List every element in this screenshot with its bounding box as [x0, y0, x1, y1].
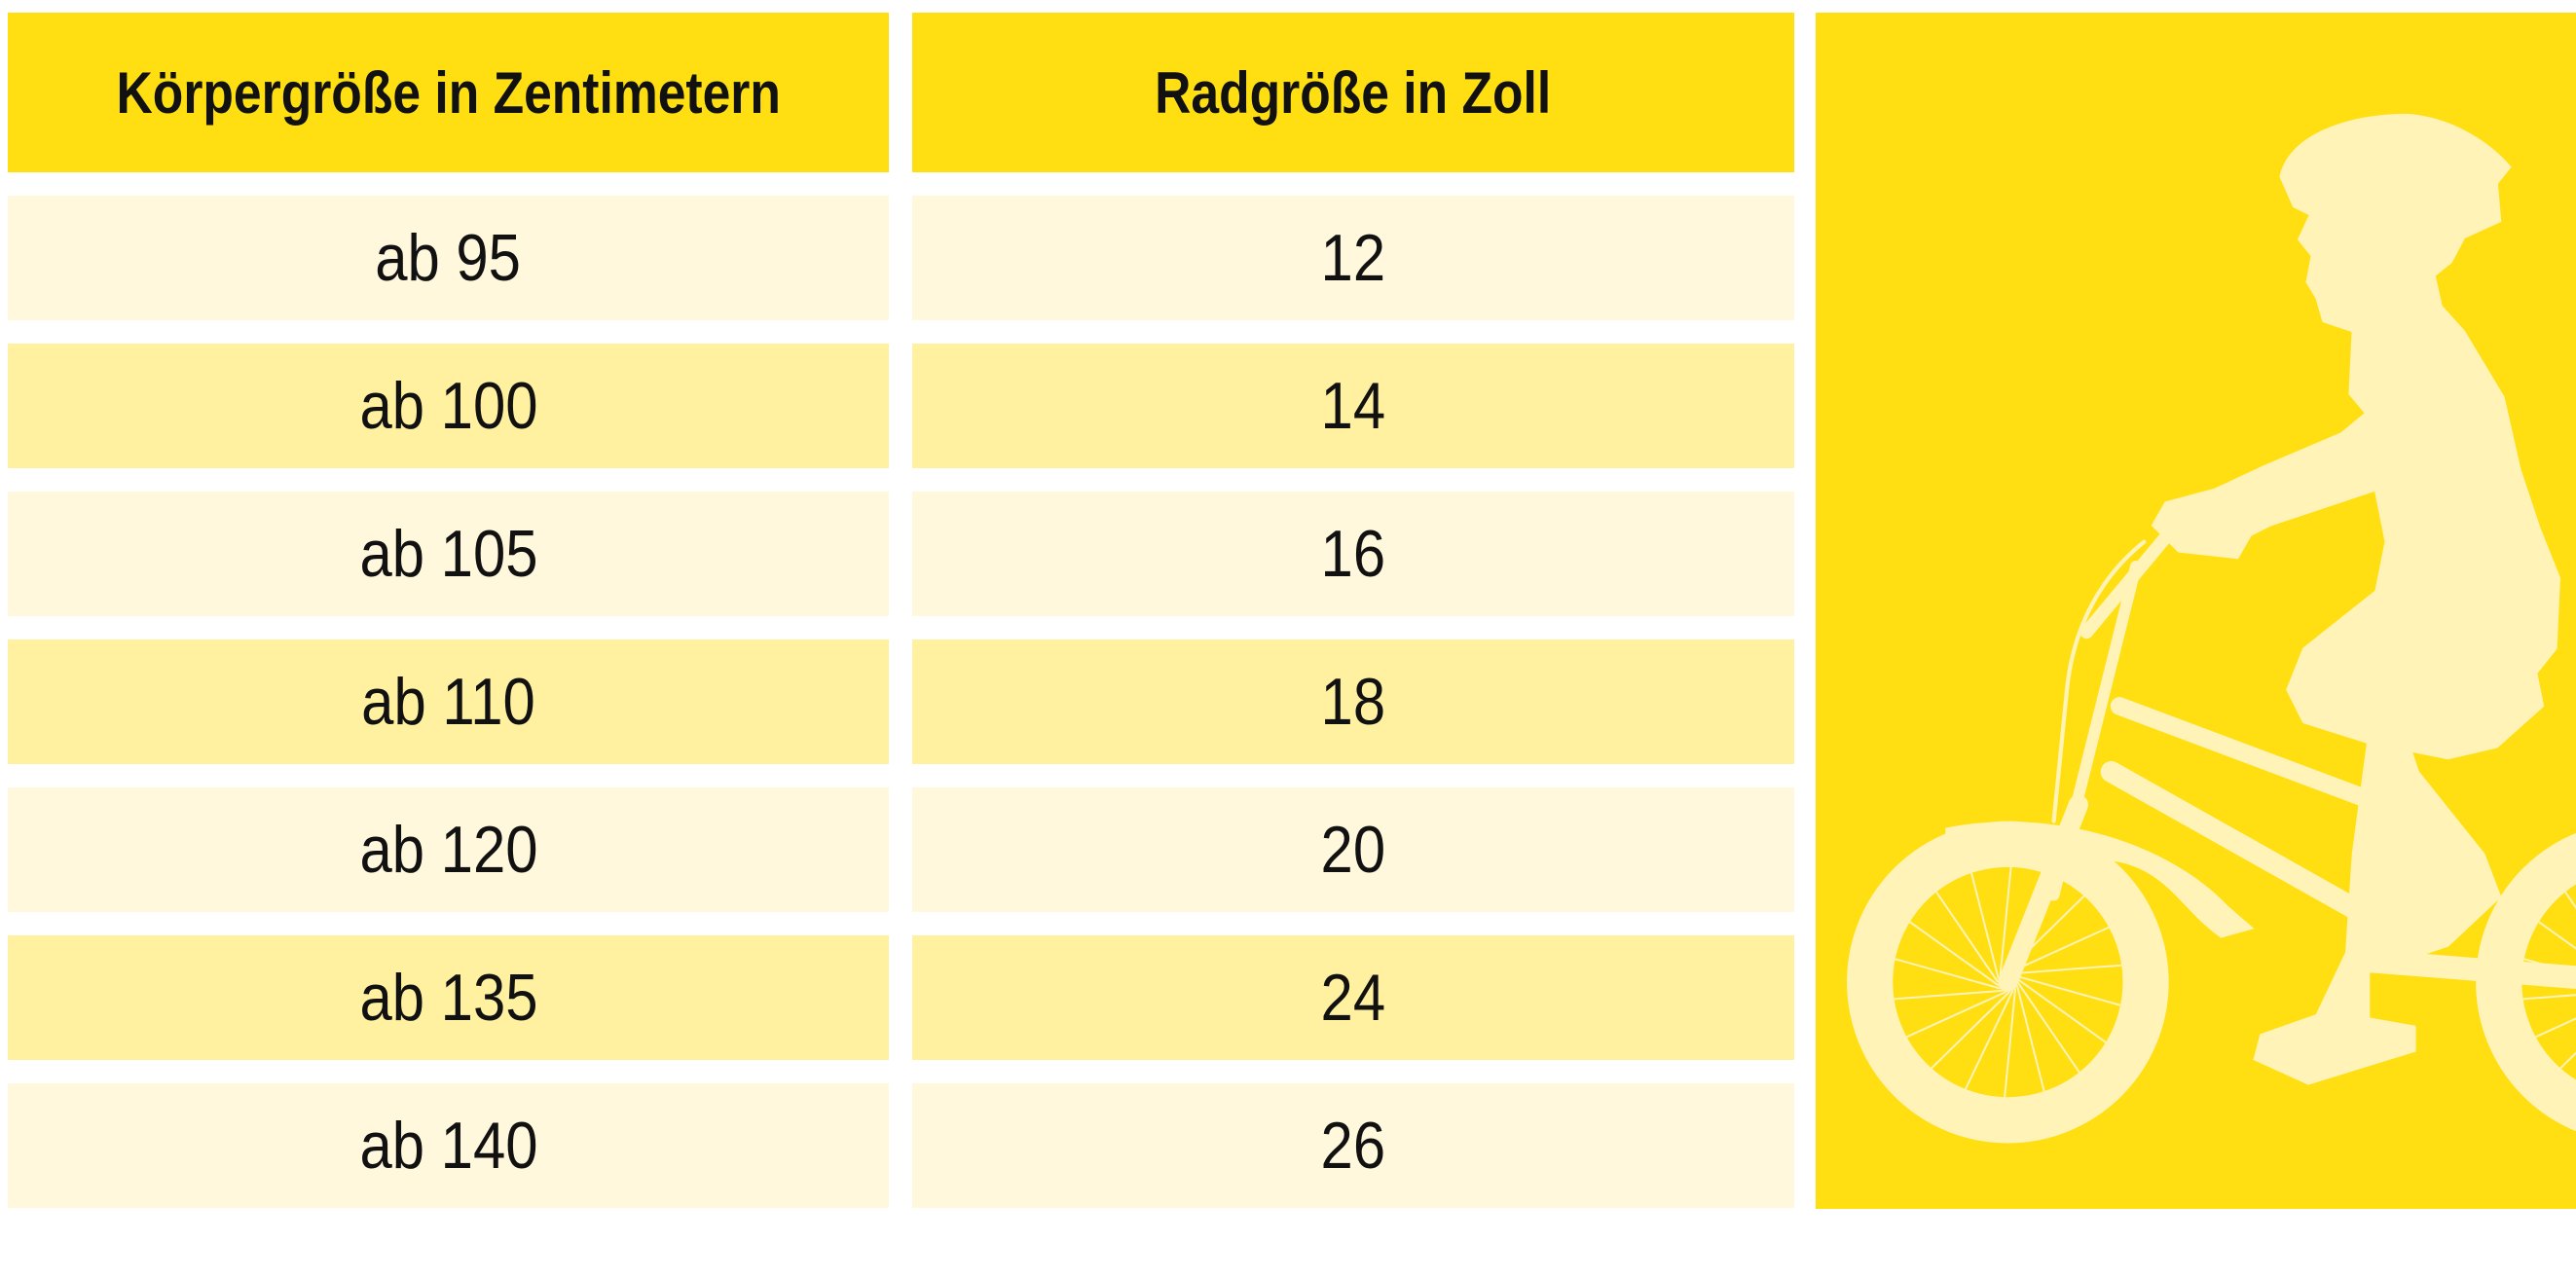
leg — [2253, 721, 2502, 1085]
cell-wheel-size: 26 — [912, 1083, 1794, 1208]
cell-wheel-size: 14 — [912, 344, 1794, 468]
wheel-spoke — [2522, 994, 2576, 1001]
wheel-spoke — [2016, 977, 2107, 1043]
wheel-spoke — [1906, 991, 2007, 1039]
cell-body-height: ab 110 — [8, 639, 889, 764]
wheel-spoke — [2012, 964, 2122, 975]
cell-body-height: ab 100 — [8, 344, 889, 468]
cell-body-height: ab 135 — [8, 935, 889, 1060]
cell-value: 20 — [1320, 813, 1386, 887]
wheel-spoke — [1909, 921, 2000, 987]
down-tube — [2100, 760, 2385, 931]
cell-value: 14 — [1320, 369, 1386, 443]
cell-value: ab 120 — [358, 813, 538, 887]
cell-value: ab 105 — [358, 517, 538, 591]
wheel-spoke — [1895, 958, 2001, 990]
stem — [2079, 527, 2176, 639]
top-tube — [2110, 697, 2392, 814]
header-body-height: Körpergröße in Zentimetern — [8, 13, 889, 172]
cell-value: 12 — [1320, 221, 1386, 295]
wheel-spoke — [2015, 985, 2045, 1092]
brake-cable — [2051, 539, 2147, 823]
arm — [2151, 408, 2380, 560]
wheel-spoke — [2004, 988, 2017, 1098]
cell-value: ab 100 — [358, 369, 538, 443]
cell-value: 26 — [1320, 1109, 1386, 1183]
wheel-spoke — [2559, 1051, 2576, 1070]
header-wheel-size: Radgröße in Zoll — [912, 13, 1794, 172]
torso — [2286, 297, 2560, 760]
cell-value: ab 95 — [375, 221, 522, 295]
cell-value: ab 140 — [358, 1109, 538, 1183]
wheel-spoke — [1894, 989, 2004, 1001]
wheel-spoke — [1965, 990, 2014, 1090]
fork — [1998, 794, 2089, 993]
wheel-spoke — [2535, 1017, 2576, 1039]
header-label: Körpergröße in Zentimetern — [116, 59, 781, 126]
header-label: Radgröße in Zoll — [1155, 59, 1552, 126]
cell-body-height: ab 140 — [8, 1083, 889, 1208]
cell-value: ab 110 — [361, 665, 535, 739]
cell-wheel-size: 20 — [912, 787, 1794, 912]
wheel-spoke — [2014, 974, 2121, 1006]
child-on-bicycle-icon — [1847, 113, 2576, 1144]
wheel-spoke — [1970, 872, 2000, 979]
helmet-head — [2279, 113, 2512, 343]
cell-wheel-size: 12 — [912, 196, 1794, 320]
wheel-spoke — [2016, 981, 2080, 1074]
wheel-spoke — [2538, 921, 2576, 950]
cell-body-height: ab 105 — [8, 492, 889, 616]
cell-body-height: ab 95 — [8, 196, 889, 320]
cell-value: 24 — [1320, 961, 1386, 1035]
cell-wheel-size: 24 — [912, 935, 1794, 1060]
child-bicycle-illustration — [1816, 13, 2576, 1209]
wheel-spoke — [1999, 866, 2012, 976]
cell-body-height: ab 120 — [8, 787, 889, 912]
wheel-spoke — [2008, 926, 2110, 973]
cell-value: ab 135 — [358, 961, 538, 1035]
cell-value: 16 — [1320, 517, 1386, 591]
wheel-spoke — [1935, 891, 2000, 983]
cell-value: 18 — [1320, 665, 1386, 739]
cell-wheel-size: 16 — [912, 492, 1794, 616]
front-fender — [1945, 822, 2255, 938]
wheel-spoke — [1931, 991, 2010, 1070]
cell-wheel-size: 18 — [912, 639, 1794, 764]
chain-stay — [2354, 949, 2576, 989]
